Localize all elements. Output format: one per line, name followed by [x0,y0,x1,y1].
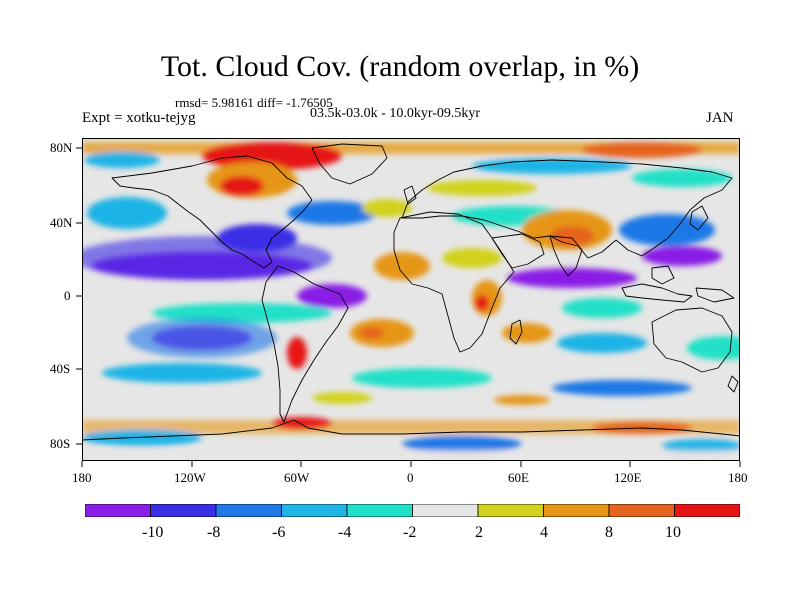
field-indian-teal [562,298,642,318]
colorbar-box-0 [85,504,151,517]
map-background [82,138,740,461]
coast-new-zealand [727,375,739,393]
field-antarctic-cyan2 [662,439,740,453]
colorbar-box-6 [477,504,544,517]
coast-new-guinea [695,287,735,303]
field-so-teal-mid [352,368,492,388]
field-wpacific-blue [619,214,715,246]
lon-label-60e: 60E [508,470,529,485]
field-greenland-red [202,142,342,170]
coast-eurasia [401,159,733,259]
lat-label-40n: 40N [50,215,73,230]
coastlines [82,143,740,441]
lat-label-80n: 80N [50,140,73,155]
coast-arabia [491,233,545,269]
colorbar-label-8: 8 [605,524,613,541]
map-frame [82,138,740,461]
colorbar-label-neg10: -10 [142,524,164,541]
field-npacific-cyan [87,197,167,229]
coast-australia [651,307,733,373]
colorbar-box-4 [346,504,413,517]
colorbar-label-4: 4 [540,524,548,541]
field-antarctic-red [272,417,332,429]
coast-madagascar [509,319,523,345]
colorbar-box-2 [215,504,282,517]
field-sacific-blue [127,318,277,358]
field-indian-purple [507,268,637,288]
field-arctic-cyan-1 [84,152,160,168]
coast-uk [403,185,417,205]
field-nafrica-yellow [442,248,502,268]
colorbar-box-5 [412,504,479,517]
lon-label-120e: 120E [614,470,642,485]
colorbar-box-8 [608,504,675,517]
field-so-cyan-west [102,363,262,383]
coast-india [549,235,583,277]
lon-label-120w: 120W [174,470,206,485]
coast-north-america [111,155,313,269]
field-australia-teal [687,336,740,360]
plot-title: Tot. Cloud Cov. (random overlap, in %) [160,50,640,83]
lon-label-0: 0 [407,470,414,485]
coast-greenland [311,143,388,185]
lat-label-0: 0 [64,288,71,303]
colorbar [85,504,740,517]
lat-label-40s: 40S [50,361,71,376]
field-seasia-purple [642,246,722,266]
lon-label-60w: 60W [284,470,310,485]
field-antarctic-ice [82,450,740,461]
colorbar-box-3 [281,504,348,517]
cloud-cover-anomaly-map [82,138,740,461]
field-arctic-cyan-3 [632,169,732,187]
field-arctic-red-east [582,142,702,158]
colorbar-label-neg8: -8 [207,524,221,541]
colorbar-label-neg2: -2 [403,524,417,541]
coast-borneo [651,265,675,285]
field-satlantic-red [360,327,384,339]
field-atlantic-blue [287,201,377,225]
coast-indonesia [621,283,693,303]
colorbar-label-10: 10 [665,524,681,541]
coast-africa [393,211,515,353]
field-arabia-red [550,226,594,246]
colorbar-box-9 [674,504,740,517]
coast-japan [689,205,709,231]
colorbar-label-2: 2 [475,524,483,541]
field-gulf-blue [217,224,297,252]
field-so-blue-east [552,380,692,396]
colorbar-box-7 [543,504,610,517]
field-europe-yellow [362,199,412,217]
field-atlantic-purple [297,284,367,308]
field-antarctic-cyan [82,430,202,446]
field-siberia-yellow [427,180,537,196]
field-so-orange [494,395,550,405]
experiment-label: Expt = xotku-tejyg [82,110,196,126]
coast-south-america [261,265,349,423]
field-antarctic-purple [402,436,522,452]
field-eqpacific-teal [152,303,332,323]
month-label: JAN [706,110,734,126]
field-mozambique-orange [502,323,552,343]
lat-label-80s: 80S [50,436,71,451]
field-eafrica-red [475,295,489,311]
stats-text: rmsd= 5.98161 diff= -1.76505 [175,95,333,110]
field-atlantic-orange [374,252,430,280]
period-label: 03.5k-03.0k - 10.0kyr-09.5kyr [310,106,481,121]
lon-label-180w: 180 [72,470,92,485]
lon-label-180e: 180 [728,470,748,485]
colorbar-label-neg6: -6 [272,524,286,541]
field-sindian-blue [557,333,647,353]
field-canada-red [220,176,264,196]
colorbar-label-neg4: -4 [338,524,352,541]
field-so-yellow [312,392,372,404]
coast-antarctica [82,419,740,441]
field-samerica-red [287,337,307,369]
colorbar-box-1 [150,504,217,517]
